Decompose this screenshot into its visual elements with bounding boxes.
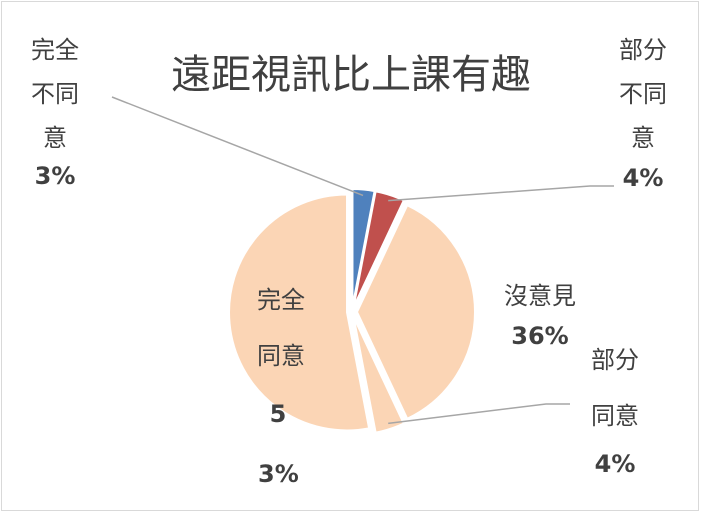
slice-label: 完全不同意 [31,36,79,152]
slice-label: 部分不同意 [619,36,667,152]
value-label: 36% [511,322,569,350]
slice-label: 部分同意 [591,346,639,430]
value-label: 3% [34,162,76,190]
value-label: 53% [258,400,299,488]
leader-line [111,96,364,197]
pie-slice [352,190,406,308]
value-label: 4% [622,164,664,192]
leader-line [388,403,570,425]
slice-label: 完全同意 [257,286,305,370]
pie-slice [351,188,376,308]
leader-line [388,185,614,202]
pie-slice [352,316,406,434]
pie-slice [228,193,371,432]
slice-label: 沒意見 [504,282,576,310]
value-label: 4% [594,450,636,478]
chart-title: 遠距視訊比上課有趣 [171,52,531,98]
pie-slice [355,203,477,421]
